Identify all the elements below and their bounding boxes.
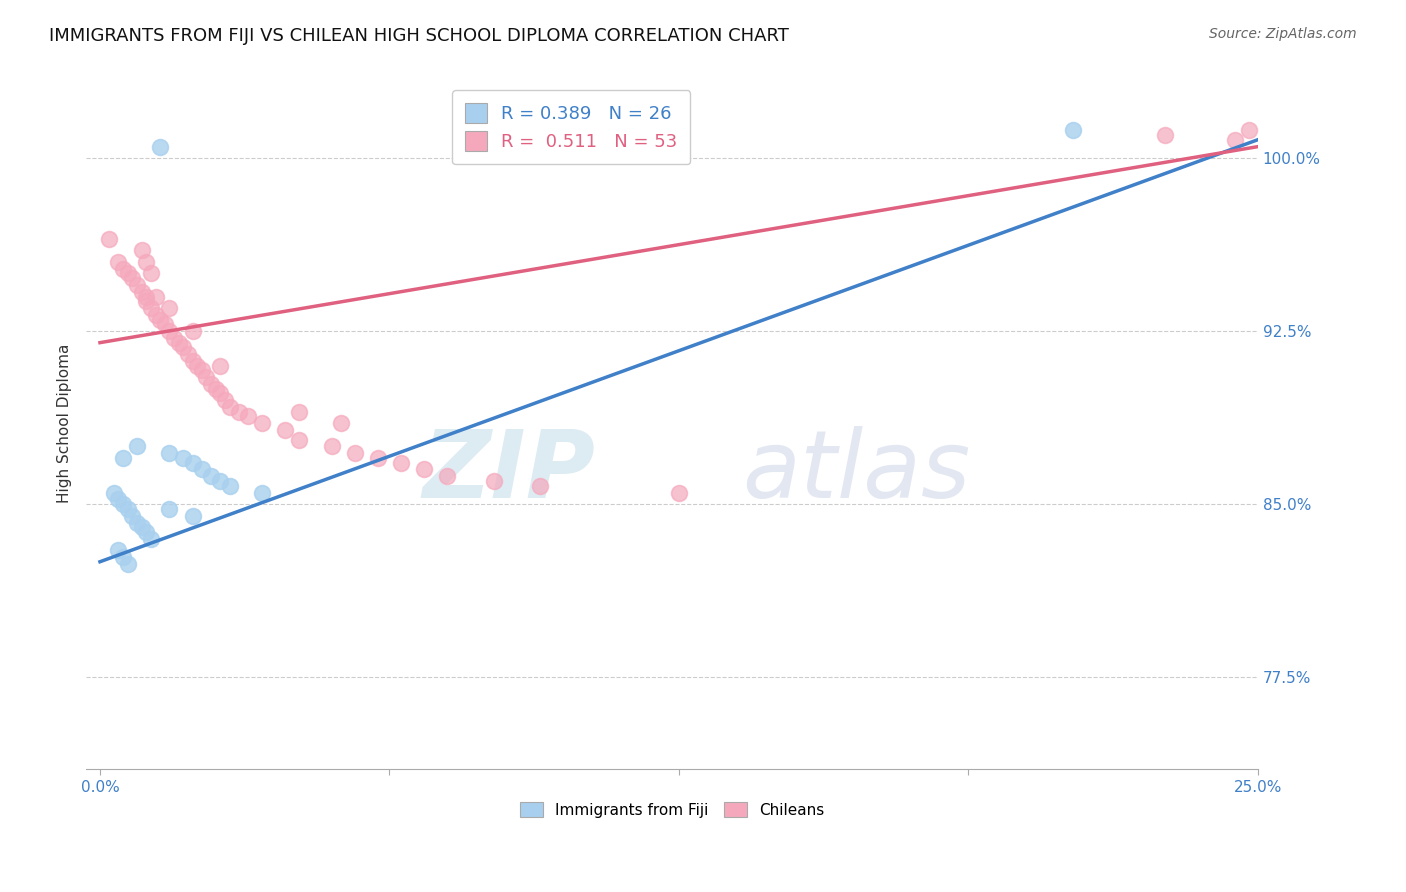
Point	[107, 255, 129, 269]
Point	[177, 347, 200, 361]
Point	[112, 550, 135, 565]
Point	[529, 478, 551, 492]
Point	[250, 485, 273, 500]
Point	[191, 462, 214, 476]
Point	[288, 433, 311, 447]
Point	[153, 317, 176, 331]
Point	[200, 469, 222, 483]
Point	[135, 289, 157, 303]
Point	[112, 261, 135, 276]
Legend: Immigrants from Fiji, Chileans: Immigrants from Fiji, Chileans	[513, 796, 830, 824]
Point	[274, 423, 297, 437]
Point	[125, 278, 148, 293]
Point	[186, 359, 208, 373]
Point	[135, 524, 157, 539]
Point	[191, 363, 214, 377]
Point	[218, 401, 240, 415]
Point	[668, 485, 690, 500]
Point	[181, 354, 204, 368]
Point	[139, 532, 162, 546]
Point	[112, 450, 135, 465]
Point	[131, 285, 153, 299]
Point	[172, 340, 194, 354]
Point	[107, 492, 129, 507]
Point	[200, 377, 222, 392]
Y-axis label: High School Diploma: High School Diploma	[58, 343, 72, 503]
Point	[1154, 128, 1177, 142]
Text: IMMIGRANTS FROM FIJI VS CHILEAN HIGH SCHOOL DIPLOMA CORRELATION CHART: IMMIGRANTS FROM FIJI VS CHILEAN HIGH SCH…	[49, 27, 789, 45]
Point	[145, 289, 167, 303]
Point	[117, 267, 139, 281]
Point	[181, 508, 204, 523]
Point	[172, 450, 194, 465]
Point	[209, 386, 232, 401]
Point	[117, 557, 139, 571]
Point	[367, 450, 389, 465]
Point	[145, 308, 167, 322]
Point	[214, 393, 236, 408]
Point	[181, 456, 204, 470]
Point	[121, 508, 143, 523]
Point	[321, 439, 343, 453]
Point	[209, 359, 232, 373]
Point	[389, 456, 412, 470]
Point	[121, 271, 143, 285]
Text: Source: ZipAtlas.com: Source: ZipAtlas.com	[1209, 27, 1357, 41]
Point	[135, 294, 157, 309]
Text: atlas: atlas	[742, 426, 970, 517]
Point	[218, 478, 240, 492]
Point	[204, 382, 226, 396]
Point	[103, 485, 125, 500]
Point	[1062, 123, 1084, 137]
Text: ZIP: ZIP	[423, 425, 596, 517]
Point	[482, 474, 505, 488]
Point	[413, 462, 436, 476]
Point	[139, 267, 162, 281]
Point	[1237, 123, 1260, 137]
Point	[209, 474, 232, 488]
Point	[125, 516, 148, 530]
Point	[181, 324, 204, 338]
Point	[139, 301, 162, 315]
Point	[329, 417, 352, 431]
Point	[159, 446, 181, 460]
Point	[288, 405, 311, 419]
Point	[98, 232, 121, 246]
Point	[159, 324, 181, 338]
Point	[125, 439, 148, 453]
Point	[135, 255, 157, 269]
Point	[131, 244, 153, 258]
Point	[195, 370, 218, 384]
Point	[131, 520, 153, 534]
Point	[107, 543, 129, 558]
Point	[149, 312, 172, 326]
Point	[159, 301, 181, 315]
Point	[149, 139, 172, 153]
Point	[228, 405, 250, 419]
Point	[250, 417, 273, 431]
Point	[343, 446, 366, 460]
Point	[117, 501, 139, 516]
Point	[1223, 133, 1246, 147]
Point	[436, 469, 458, 483]
Point	[238, 409, 260, 424]
Point	[167, 335, 190, 350]
Point	[163, 331, 186, 345]
Point	[159, 501, 181, 516]
Point	[112, 497, 135, 511]
